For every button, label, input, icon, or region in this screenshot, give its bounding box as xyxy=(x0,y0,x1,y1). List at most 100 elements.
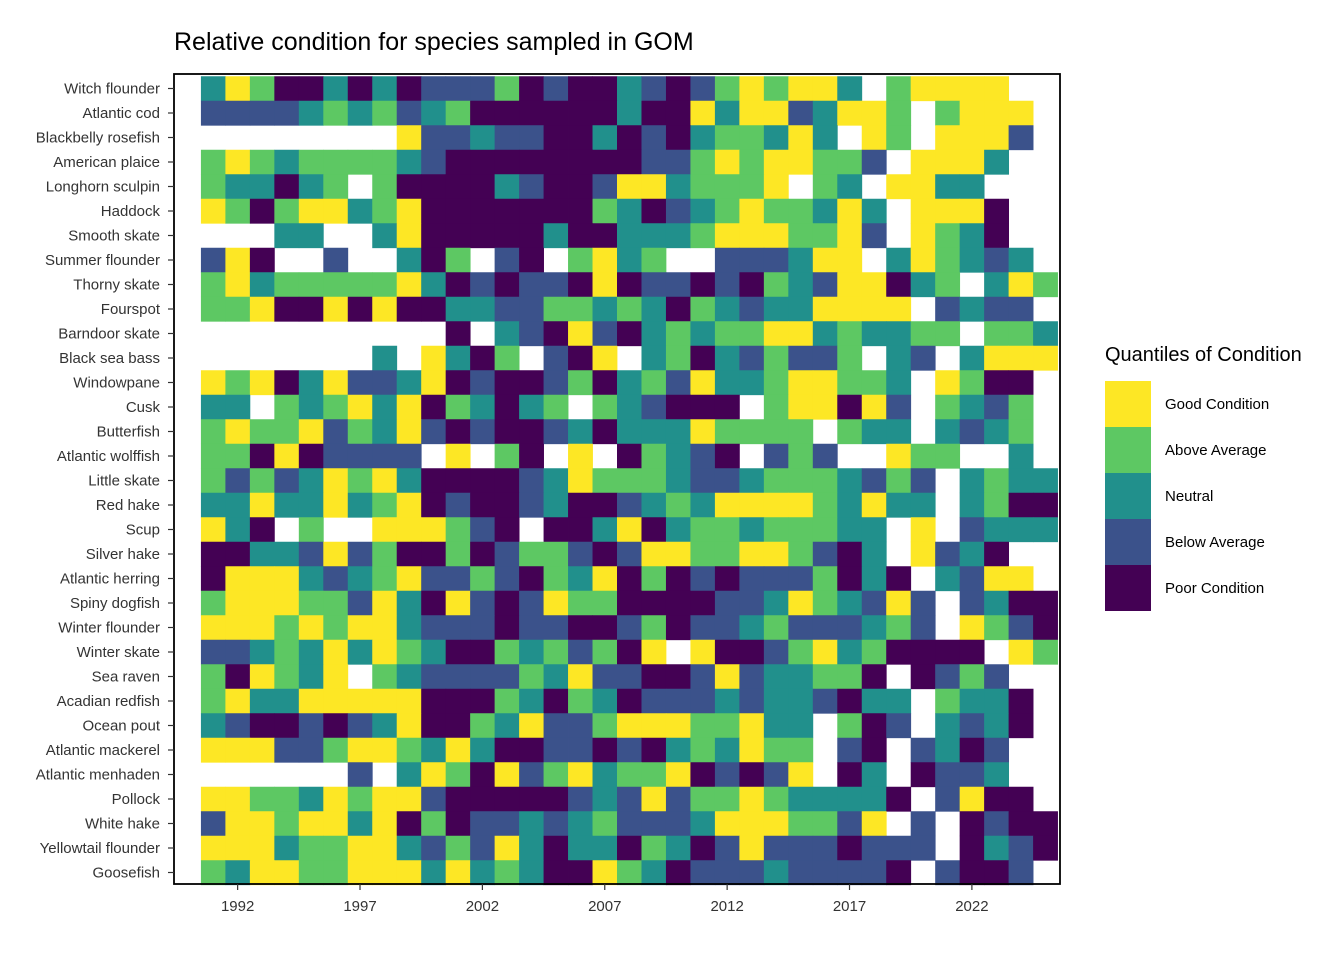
x-tick-label: 1997 xyxy=(343,898,376,915)
heatmap-cell xyxy=(592,541,618,567)
heatmap-cell xyxy=(249,860,275,886)
heatmap-cell xyxy=(543,125,569,151)
heatmap-cell xyxy=(690,443,716,469)
heatmap-cell xyxy=(200,468,226,494)
heatmap-cell xyxy=(886,639,912,665)
heatmap-cell xyxy=(225,174,251,200)
heatmap-cell xyxy=(592,492,618,518)
heatmap-cell xyxy=(494,566,520,592)
heatmap-cell xyxy=(739,860,765,886)
heatmap-cell xyxy=(788,492,814,518)
heatmap-cell xyxy=(959,517,985,543)
heatmap-cell xyxy=(445,100,471,126)
heatmap-cell xyxy=(372,100,398,126)
heatmap-cell xyxy=(568,247,593,273)
heatmap-cell xyxy=(249,419,275,445)
heatmap-cell xyxy=(641,272,667,298)
heatmap-cell xyxy=(1033,517,1058,543)
heatmap-cell xyxy=(274,688,300,714)
heatmap-cell xyxy=(935,149,961,175)
heatmap-cell xyxy=(543,615,569,641)
heatmap-cell xyxy=(837,860,863,886)
heatmap-cell xyxy=(274,737,300,763)
y-tick-label: Barndoor skate xyxy=(58,326,160,343)
heatmap-cell xyxy=(347,688,373,714)
heatmap-cell xyxy=(372,835,398,861)
heatmap-cell xyxy=(543,468,569,494)
heatmap-cell xyxy=(984,835,1010,861)
heatmap-cell xyxy=(617,541,642,567)
heatmap-cell xyxy=(396,835,422,861)
heatmap-cell xyxy=(543,100,569,126)
heatmap-cell xyxy=(861,688,887,714)
heatmap-cell xyxy=(935,541,961,567)
heatmap-cell xyxy=(470,149,496,175)
heatmap-cell xyxy=(568,296,593,322)
heatmap-cell xyxy=(274,590,300,616)
heatmap-cell xyxy=(886,394,912,420)
heatmap-cell xyxy=(494,762,520,788)
y-tick-label: Winter skate xyxy=(77,644,160,661)
y-tick-label: Atlantic wolffish xyxy=(57,448,160,465)
heatmap-cell xyxy=(396,860,422,886)
heatmap-cell xyxy=(445,688,471,714)
heatmap-cell xyxy=(788,786,814,812)
heatmap-cell xyxy=(298,198,324,224)
heatmap-cell xyxy=(886,688,912,714)
heatmap-cell xyxy=(812,517,838,543)
heatmap-cell xyxy=(372,76,398,102)
heatmap-cell xyxy=(617,419,642,445)
heatmap-cell xyxy=(592,125,618,151)
heatmap-cell xyxy=(812,566,838,592)
heatmap-cell xyxy=(690,517,716,543)
heatmap-cell xyxy=(886,860,912,886)
heatmap-cell xyxy=(347,443,373,469)
heatmap-cell xyxy=(617,272,642,298)
heatmap-cell xyxy=(249,639,275,665)
heatmap-cell xyxy=(984,566,1010,592)
heatmap-cell xyxy=(445,419,471,445)
y-tick-label: Little skate xyxy=(88,473,160,490)
heatmap-cell xyxy=(372,419,398,445)
heatmap-cell xyxy=(837,786,863,812)
heatmap-cell xyxy=(519,468,544,494)
heatmap-cell xyxy=(519,125,544,151)
heatmap-cell xyxy=(592,786,618,812)
heatmap-cell xyxy=(396,639,422,665)
heatmap-cell xyxy=(347,762,373,788)
heatmap-cell xyxy=(763,223,789,249)
y-axis: Witch flounder Atlantic cod Blackbelly ros… xyxy=(36,81,174,882)
heatmap-cell xyxy=(592,713,618,739)
heatmap-cell xyxy=(323,394,349,420)
heatmap-cell xyxy=(519,174,544,200)
heatmap-cell xyxy=(665,100,691,126)
heatmap-cell xyxy=(568,615,593,641)
heatmap-cell xyxy=(249,713,275,739)
heatmap-cell xyxy=(200,272,226,298)
heatmap-cell xyxy=(323,468,349,494)
heatmap-cell xyxy=(984,247,1010,273)
heatmap-cell xyxy=(617,737,642,763)
heatmap-cell xyxy=(225,860,251,886)
heatmap-cell xyxy=(861,125,887,151)
heatmap-cell xyxy=(665,198,691,224)
heatmap-cell xyxy=(421,786,447,812)
heatmap-cell xyxy=(470,664,496,690)
heatmap-cell xyxy=(617,615,642,641)
heatmap-cell xyxy=(519,737,544,763)
heatmap-cell xyxy=(372,443,398,469)
heatmap-cell xyxy=(837,419,863,445)
heatmap-cell xyxy=(519,76,544,102)
legend-swatch-above-average xyxy=(1105,427,1151,473)
heatmap-cell xyxy=(984,541,1010,567)
heatmap-cell xyxy=(274,149,300,175)
heatmap-cell xyxy=(470,174,496,200)
heatmap-cell xyxy=(1008,272,1034,298)
heatmap-cell xyxy=(959,223,985,249)
heatmap-cell xyxy=(274,223,300,249)
heatmap-cell xyxy=(347,737,373,763)
heatmap-cell xyxy=(568,590,593,616)
heatmap-cell xyxy=(641,762,667,788)
heatmap-cell xyxy=(323,247,349,273)
